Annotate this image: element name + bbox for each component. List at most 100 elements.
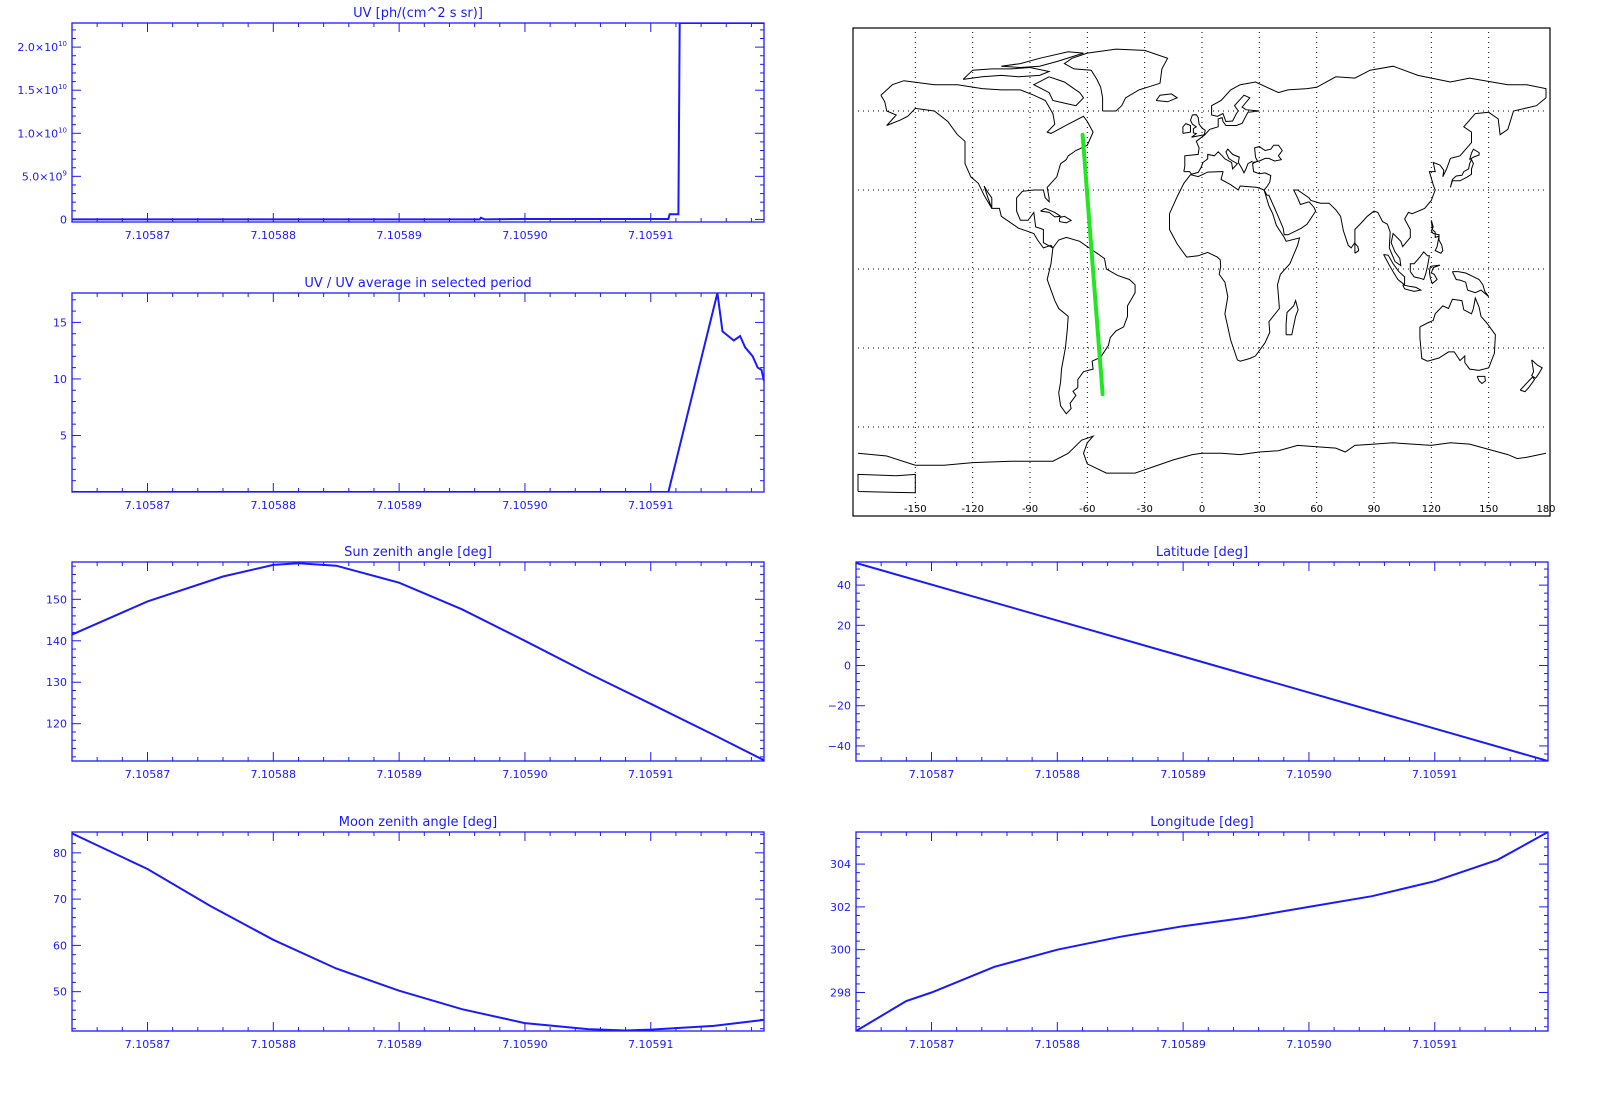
- coastline: [1040, 207, 1063, 218]
- y-tick-label: 130: [46, 676, 67, 689]
- x-tick-label: 7.10587: [909, 768, 955, 781]
- y-tick-label: 50: [53, 986, 67, 999]
- plot-title: Longitude [deg]: [1150, 815, 1253, 830]
- x-tick-label: 7.10589: [376, 229, 422, 242]
- x-tick-label: 7.10588: [251, 768, 297, 781]
- y-tick-mantissa: 5.0×10: [22, 170, 63, 183]
- y-tick-mantissa: 1.5×10: [17, 84, 58, 97]
- coastline: [880, 80, 1094, 249]
- ground-track: [1080, 132, 1105, 397]
- series-line: [72, 832, 764, 1031]
- coastline: [1469, 148, 1480, 161]
- y-tick-label: 70: [53, 893, 67, 906]
- y-tick-label: 5: [60, 429, 67, 442]
- map-lon-label: 150: [1479, 504, 1498, 515]
- y-tick-label: 298: [830, 986, 851, 999]
- x-tick-label: 7.10587: [125, 768, 171, 781]
- plot-title: UV / UV average in selected period: [304, 276, 531, 291]
- x-tick-label: 7.10591: [628, 1038, 674, 1051]
- y-tick-label: 120: [46, 718, 67, 731]
- map-lon-label: 90: [1368, 504, 1381, 515]
- x-tick-label: 7.10588: [1035, 1038, 1081, 1051]
- x-tick-label: 7.10590: [502, 768, 548, 781]
- map-lon-label: 30: [1253, 504, 1266, 515]
- plot-frame: [71, 292, 765, 493]
- y-tick-label: 300: [830, 944, 851, 957]
- series-line: [72, 562, 764, 761]
- x-tick-label: 7.10591: [628, 768, 674, 781]
- y-tick-label: 80: [53, 847, 67, 860]
- map-lon-label: -120: [961, 504, 984, 515]
- map-lon-label: 180: [1536, 504, 1555, 515]
- coastline: [1402, 284, 1423, 292]
- plot-title: Latitude [deg]: [1156, 545, 1248, 560]
- y-tick-exponent: 10: [58, 126, 67, 134]
- y-tick-label: 150: [46, 593, 67, 606]
- coastline: [1409, 251, 1430, 281]
- x-tick-label: 7.10590: [1286, 768, 1332, 781]
- x-tick-label: 7.10588: [251, 499, 297, 512]
- x-tick-label: 7.10590: [502, 1038, 548, 1051]
- y-tick-label: 60: [53, 939, 67, 952]
- series-line: [72, 23, 764, 221]
- coastline: [1354, 241, 1360, 254]
- coastline: [1059, 215, 1073, 224]
- y-tick-label: 0: [844, 660, 851, 673]
- map-lon-label: 120: [1422, 504, 1441, 515]
- y-tick-label: 2.0×1010: [17, 40, 67, 54]
- y-tick-label: 40: [837, 579, 851, 592]
- coastline: [1419, 296, 1496, 371]
- x-tick-label: 7.10589: [1160, 1038, 1206, 1051]
- x-tick-label: 7.10587: [125, 1038, 171, 1051]
- y-tick-exponent: 10: [58, 83, 67, 91]
- x-tick-label: 7.10590: [502, 229, 548, 242]
- y-tick-label: 302: [830, 901, 851, 914]
- map-lon-label: -60: [1079, 504, 1095, 515]
- x-tick-label: 7.10591: [1412, 1038, 1458, 1051]
- x-tick-label: 7.10588: [251, 1038, 297, 1051]
- plot-title: UV [ph/(cm^2 s sr)]: [353, 6, 483, 21]
- y-tick-label: 1.5×1010: [17, 83, 67, 97]
- y-tick-label: 1.0×1010: [17, 126, 67, 140]
- uv-radiance-plot: UV [ph/(cm^2 s sr)] 7.10587 7.10588 7.10589…: [17, 6, 765, 242]
- map-lon-label: 0: [1199, 504, 1205, 515]
- coastline: [1476, 375, 1486, 385]
- coastline: [1449, 158, 1474, 188]
- y-tick-exponent: 10: [58, 40, 67, 48]
- y-tick-label: 5.0×109: [22, 169, 67, 183]
- plot-frame: [855, 561, 1549, 762]
- coastline: [857, 473, 916, 494]
- y-tick-label: 140: [46, 635, 67, 648]
- coastline: [1428, 264, 1441, 285]
- coastline: [1531, 359, 1543, 379]
- coastline: [1189, 114, 1206, 138]
- x-tick-label: 7.10590: [502, 499, 548, 512]
- longitude-plot: Longitude [deg] 7.10587 7.10588 7.10589 7.10…: [830, 815, 1549, 1051]
- y-tick-label: 10: [53, 373, 67, 386]
- x-tick-label: 7.10588: [251, 229, 297, 242]
- coastline: [1046, 236, 1136, 415]
- sun-zenith-angle-plot: Sun zenith angle [deg] 7.10587 7.10588 7.10…: [46, 545, 765, 781]
- coastline: [857, 435, 1547, 474]
- series-line: [72, 293, 764, 492]
- y-tick-mantissa: 1.0×10: [17, 127, 58, 140]
- uv-ratio-plot: UV / UV average in selected period 7.1058…: [53, 276, 765, 512]
- x-tick-label: 7.10587: [909, 1038, 955, 1051]
- coastline: [1169, 171, 1301, 362]
- x-tick-label: 7.10588: [1035, 768, 1081, 781]
- map-lon-label: -30: [1136, 504, 1152, 515]
- x-tick-label: 7.10589: [376, 499, 422, 512]
- y-tick-label: 304: [830, 858, 851, 871]
- coastline: [1063, 48, 1169, 112]
- plot-frame: [71, 22, 765, 223]
- y-tick-label: −40: [828, 740, 851, 753]
- map-lon-label: -150: [904, 504, 927, 515]
- coastline: [1001, 51, 1084, 69]
- x-tick-label: 7.10591: [628, 499, 674, 512]
- plot-frame: [855, 831, 1549, 1032]
- y-tick-label: 15: [53, 316, 67, 329]
- y-tick-exponent: 9: [63, 169, 67, 177]
- coastline: [1182, 123, 1191, 134]
- x-tick-label: 7.10589: [376, 768, 422, 781]
- series-line: [856, 562, 1548, 761]
